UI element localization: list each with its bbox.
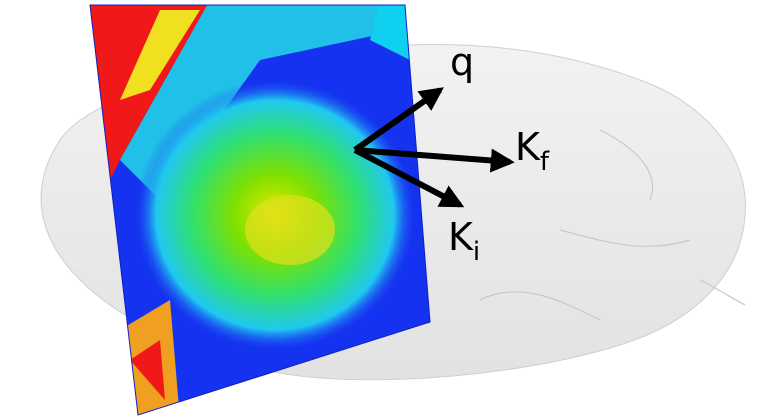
label-main: K <box>448 215 474 259</box>
page: {"labels": [{"main": "q"}, {"main": "K",… <box>0 0 773 420</box>
label-main: K <box>515 125 541 169</box>
label-sub: i <box>473 237 480 267</box>
illustration: q Kf Ki <box>0 0 773 420</box>
label-q: q <box>450 40 474 84</box>
label-sub: f <box>540 147 550 177</box>
